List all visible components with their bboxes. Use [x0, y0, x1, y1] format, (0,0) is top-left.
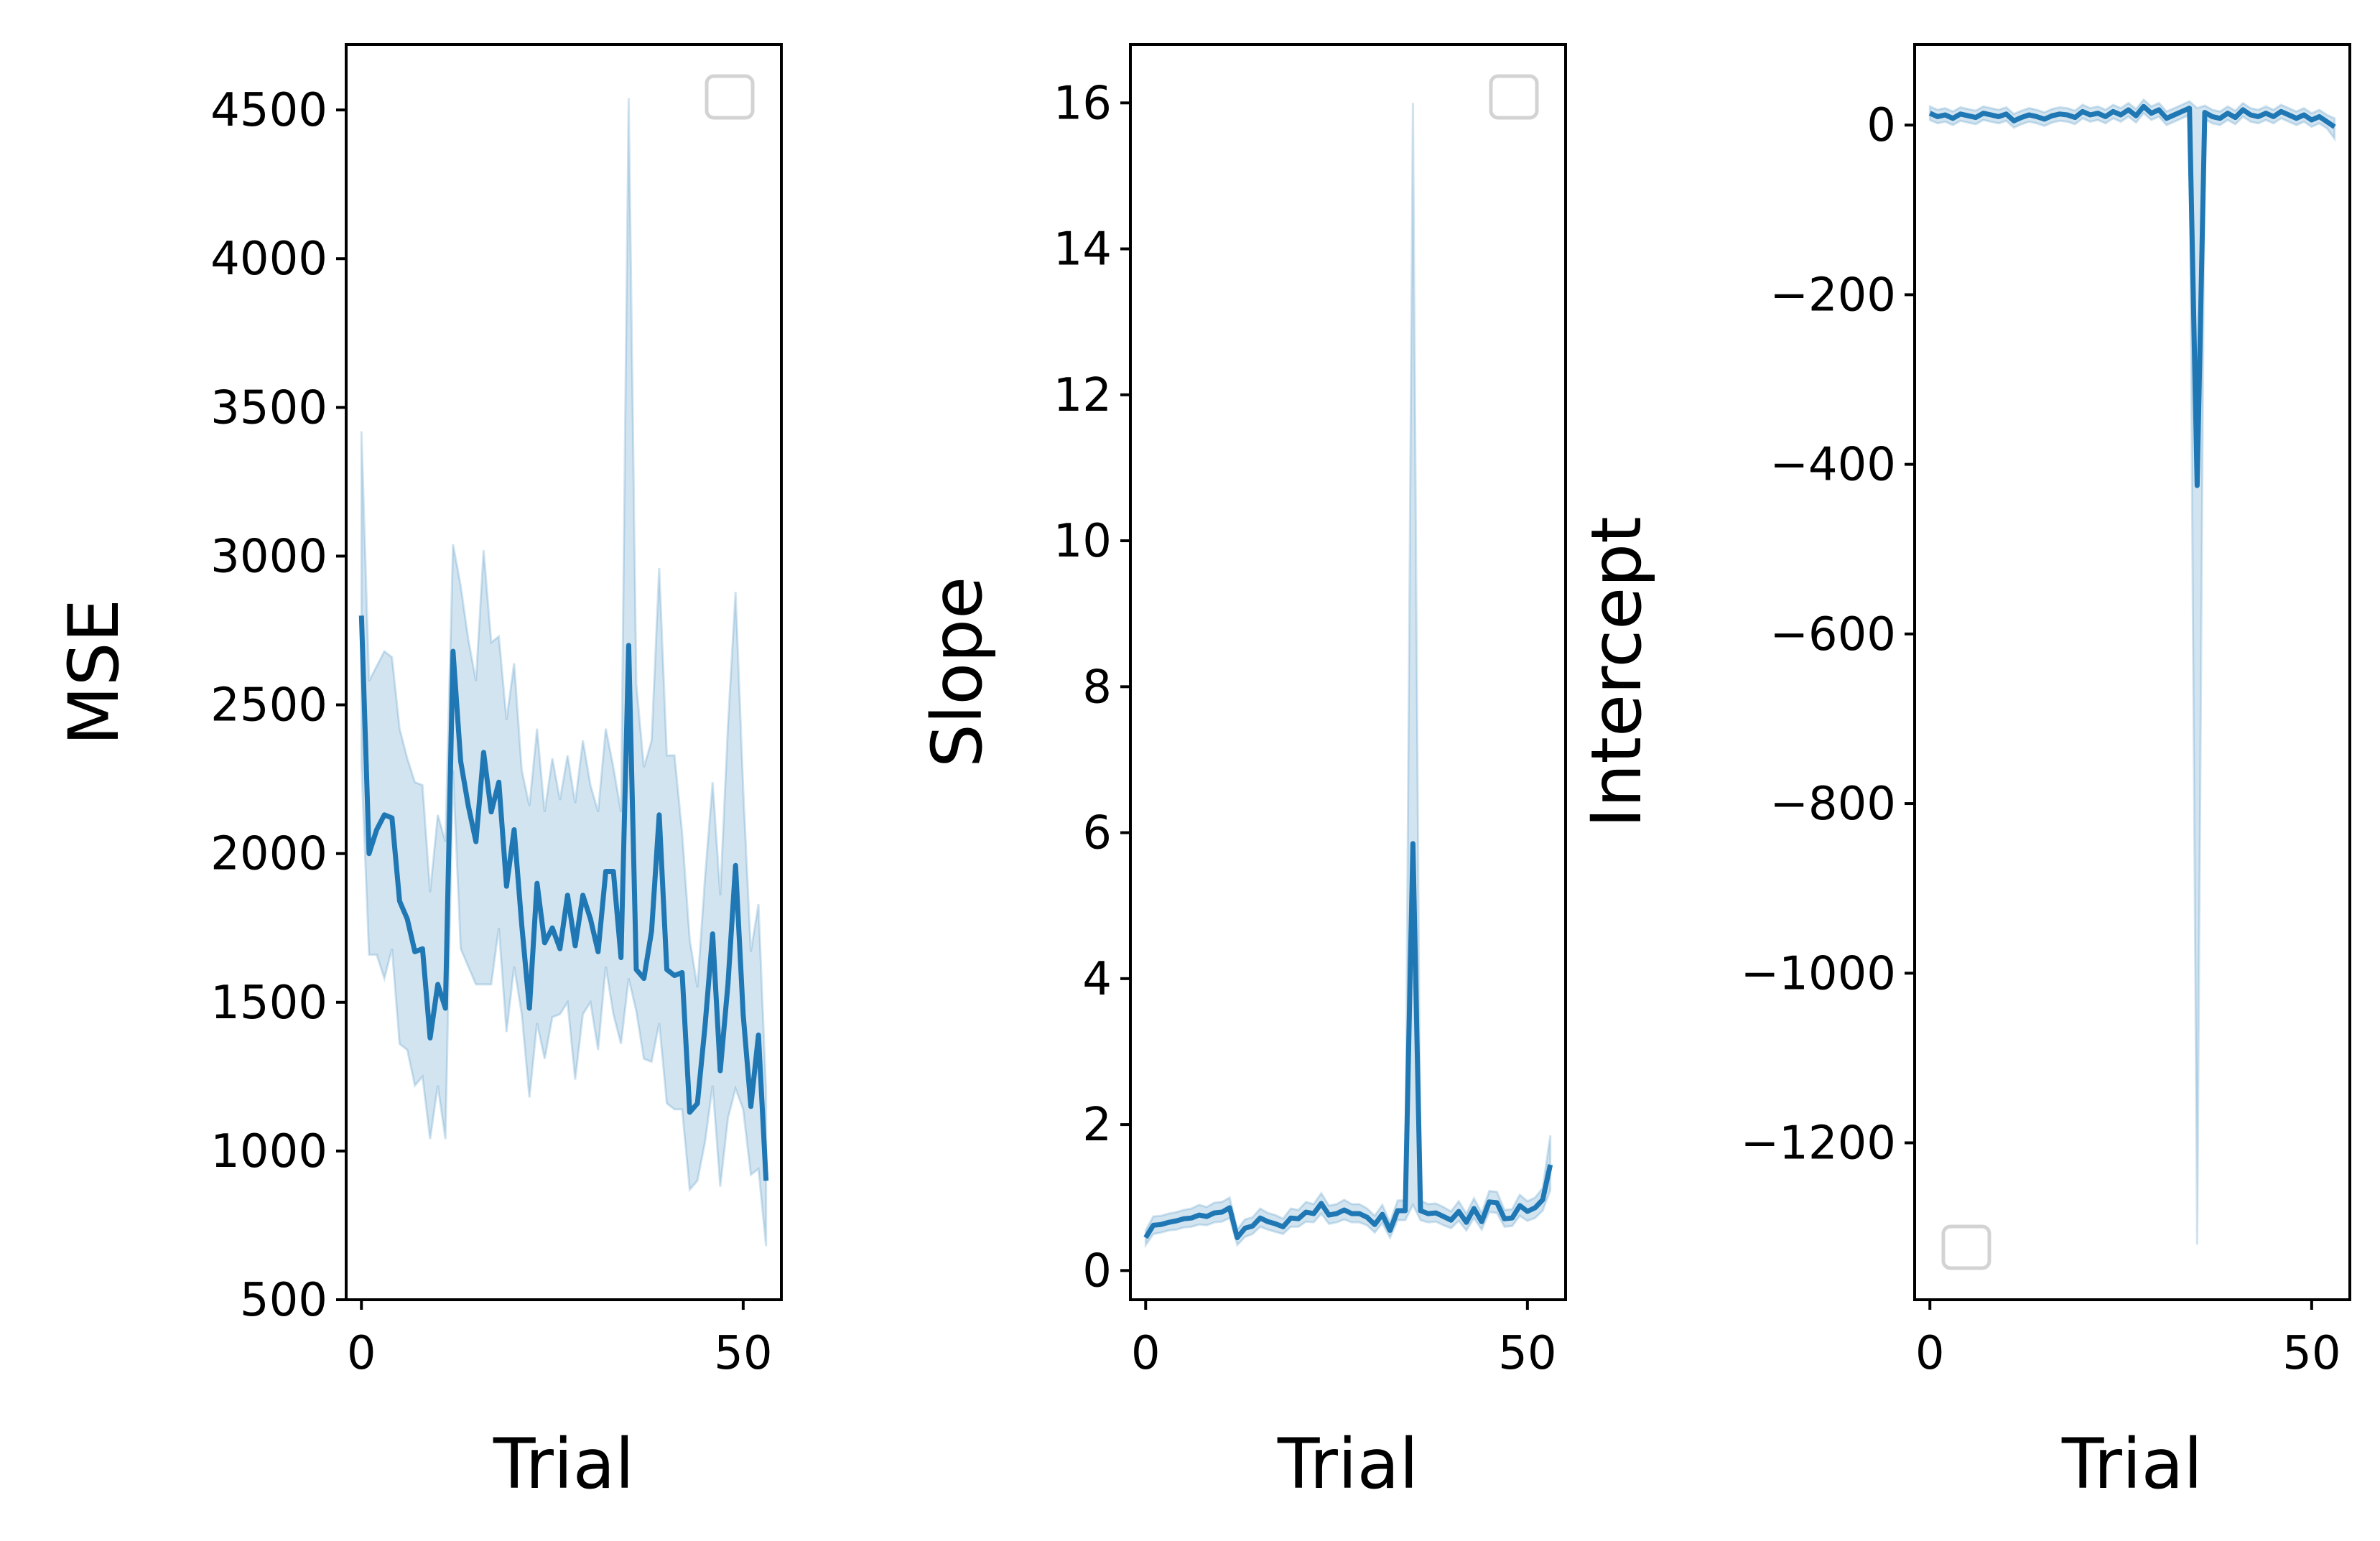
- mse-ytick-label: 4500: [210, 84, 327, 137]
- mse-ytick-label: 3000: [210, 530, 327, 583]
- intercept-panel: −1200 −1000 −800 −600 −400 −200 0 0 50 Trial Inter…: [1576, 43, 2351, 1504]
- intercept-xtick-label: 50: [2282, 1327, 2341, 1380]
- intercept-confidence-band: [1928, 98, 2336, 1245]
- slope-ytick-label: 16: [1054, 77, 1112, 130]
- mse-axes-frame: [345, 43, 783, 1301]
- mse-xtick-label: 50: [714, 1327, 772, 1380]
- slope-xtick-label: 0: [1131, 1327, 1161, 1380]
- slope-ytick-label: 14: [1054, 223, 1112, 276]
- slope-confidence-band: [1144, 103, 1552, 1249]
- mse-confidence-band: [360, 98, 768, 1247]
- intercept-ytick-label: −1000: [1741, 947, 1897, 1000]
- intercept-series-line: [1928, 103, 2336, 488]
- mse-legend-box: [705, 74, 755, 120]
- intercept-ytick-label: −200: [1770, 269, 1896, 322]
- slope-ytick-label: 2: [1082, 1099, 1112, 1152]
- intercept-yaxis-label: Intercept: [1576, 516, 1657, 828]
- slope-ytick-label: 6: [1082, 807, 1112, 860]
- mse-ytick-label: 1500: [210, 977, 327, 1030]
- mse-ytick-label: 2000: [210, 828, 327, 881]
- slope-legend-box: [1489, 74, 1539, 120]
- slope-xaxis-label: Trial: [1277, 1424, 1418, 1504]
- intercept-axes-frame: [1913, 43, 2351, 1301]
- mse-series-line: [358, 615, 769, 1181]
- mse-xtick-label: 0: [347, 1327, 376, 1380]
- intercept-ytick-label: 0: [1867, 99, 1896, 152]
- intercept-ytick-label: −400: [1770, 439, 1896, 492]
- mse-ytick-label: 1000: [210, 1125, 327, 1178]
- intercept-ytick-label: −600: [1770, 608, 1896, 661]
- intercept-legend-box: [1941, 1224, 1991, 1270]
- mse-panel: 500 1000 1500 2000 2500 3000 3500 4000 4500 0 50 Tr…: [54, 43, 783, 1504]
- mse-ytick-label: 3500: [210, 381, 327, 434]
- mse-xaxis-label: Trial: [493, 1424, 634, 1504]
- mse-yaxis-label: MSE: [54, 599, 134, 745]
- slope-ytick-label: 10: [1054, 515, 1112, 568]
- slope-xtick-label: 50: [1498, 1327, 1556, 1380]
- mse-ytick-label: 500: [240, 1274, 327, 1327]
- slope-panel: 0 2 4 6 8 10 12 14 16 0 50 Trial Slope: [917, 43, 1567, 1504]
- slope-ytick-label: 12: [1054, 369, 1112, 422]
- slope-ytick-label: 4: [1082, 953, 1112, 1006]
- intercept-xaxis-label: Trial: [2061, 1424, 2203, 1504]
- mse-ytick-label: 2500: [210, 679, 327, 732]
- slope-yaxis-label: Slope: [917, 577, 998, 768]
- slope-ytick-label: 0: [1082, 1244, 1112, 1298]
- mse-ytick-label: 4000: [210, 233, 327, 286]
- slope-ytick-label: 8: [1082, 661, 1112, 714]
- slope-series-line: [1143, 841, 1553, 1241]
- intercept-ytick-label: −1200: [1741, 1117, 1897, 1170]
- intercept-xtick-label: 0: [1915, 1327, 1945, 1380]
- intercept-ytick-label: −800: [1770, 778, 1896, 831]
- slope-axes-frame: [1129, 43, 1567, 1301]
